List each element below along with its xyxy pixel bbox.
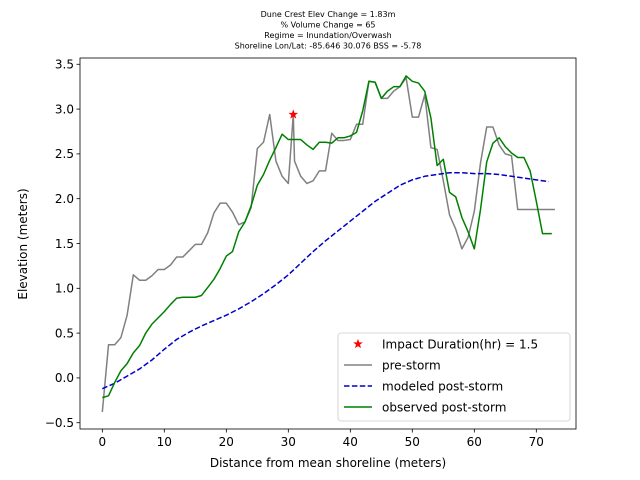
y-tick-label: 2.0	[55, 192, 74, 206]
y-tick-label: 0.5	[55, 326, 74, 340]
legend-box	[337, 332, 571, 422]
y-tick-label: 0.0	[55, 371, 74, 385]
y-tick-label: 3.5	[55, 58, 74, 72]
y-tick-label: 1.0	[55, 282, 74, 296]
title-line: Regime = Inundation/Overwash	[264, 31, 391, 40]
legend-label: modeled post-storm	[382, 379, 503, 393]
y-tick-label: 2.5	[55, 147, 74, 161]
x-tick-label: 50	[405, 435, 420, 449]
x-tick-label: 30	[281, 435, 296, 449]
x-tick-label: 0	[98, 435, 106, 449]
x-tick-label: 40	[343, 435, 358, 449]
y-tick-label: −0.5	[45, 416, 74, 430]
x-tick-label: 20	[219, 435, 234, 449]
series-line-modeled-post-storm	[102, 171, 549, 390]
title-line: Dune Crest Elev Change = 1.83m	[261, 10, 396, 19]
legend: Impact Duration(hr) = 1.5 pre-storm modele…	[337, 332, 571, 422]
axes: 0 10 20 30 40 50 60 70 −0.5 0.0 0.5 1.0 1.5 2.0 2.5 3.0…	[45, 58, 577, 449]
y-tick-label: 1.5	[55, 237, 74, 251]
legend-label: pre-storm	[382, 358, 441, 372]
plot-area	[101, 75, 555, 413]
x-tick-label: 10	[157, 435, 172, 449]
x-tick-label: 70	[529, 435, 544, 449]
impact-duration-marker	[288, 109, 299, 119]
y-axis-label: Elevation (meters)	[16, 188, 30, 299]
x-tick-label: 60	[467, 435, 482, 449]
legend-label: observed post-storm	[382, 400, 506, 414]
title-line: % Volume Change = 65	[280, 21, 375, 30]
series-line-observed-post-storm	[102, 75, 552, 399]
title-line: Shoreline Lon/Lat: -85.646 30.076 BSS = …	[235, 42, 422, 51]
x-axis-label: Distance from mean shoreline (meters)	[210, 456, 446, 470]
chart-title: Dune Crest Elev Change = 1.83m % Volume C…	[235, 10, 422, 51]
legend-marker-impact	[353, 338, 363, 349]
y-tick-label: 3.0	[55, 102, 74, 116]
legend-label: Impact Duration(hr) = 1.5	[382, 337, 538, 351]
series-line-pre-storm	[101, 76, 555, 413]
